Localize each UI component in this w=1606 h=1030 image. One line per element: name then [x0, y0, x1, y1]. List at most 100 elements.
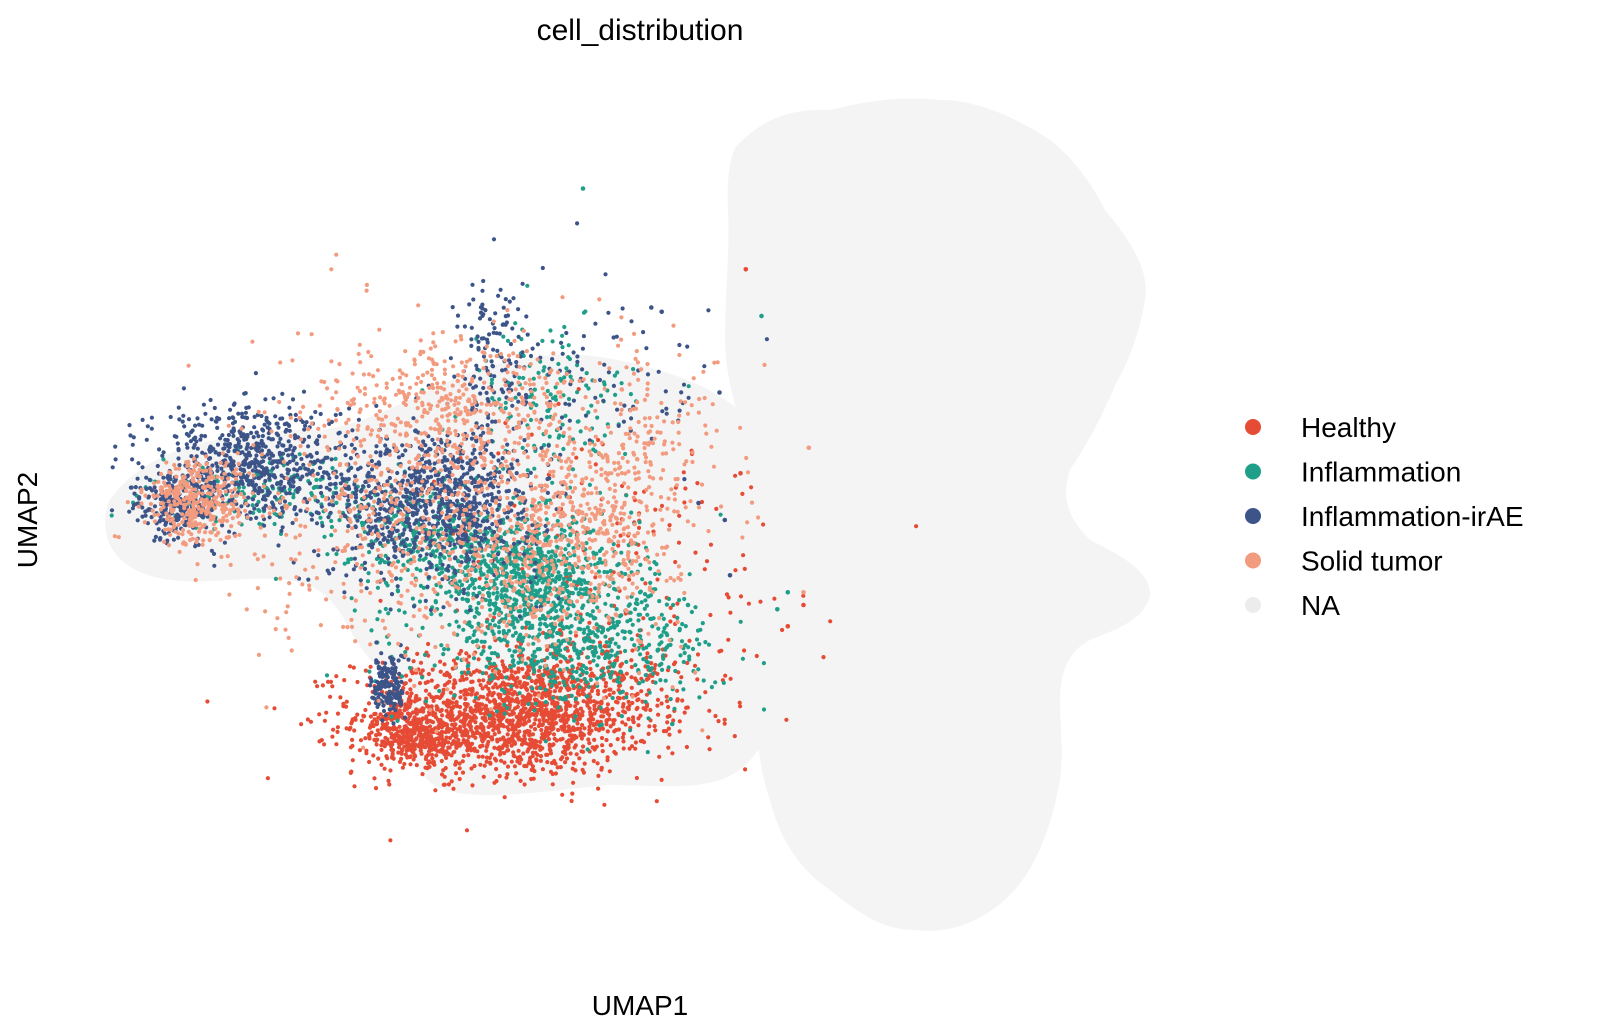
- data-point: [457, 516, 462, 521]
- data-point: [414, 519, 419, 525]
- data-point: [444, 702, 449, 708]
- data-point: [562, 324, 567, 330]
- data-point: [511, 711, 516, 716]
- data-point: [328, 482, 333, 487]
- data-point: [452, 542, 457, 547]
- data-point: [349, 721, 354, 726]
- data-point: [578, 587, 583, 592]
- data-point: [491, 485, 496, 490]
- data-point: [423, 505, 429, 510]
- data-point: [627, 577, 632, 582]
- data-point: [653, 662, 658, 668]
- data-point: [161, 457, 166, 462]
- data-point: [521, 751, 526, 756]
- data-point: [544, 415, 550, 420]
- data-point: [385, 525, 390, 530]
- data-point: [546, 633, 551, 638]
- data-point: [487, 598, 493, 603]
- data-point: [605, 702, 611, 707]
- data-point: [290, 520, 295, 526]
- data-point: [334, 500, 339, 505]
- data-point: [443, 524, 448, 529]
- data-point: [509, 697, 514, 702]
- data-point: [605, 665, 610, 670]
- data-point: [348, 456, 353, 461]
- data-point: [723, 673, 728, 678]
- data-point: [690, 646, 696, 652]
- data-point: [482, 763, 487, 768]
- data-point: [383, 443, 388, 448]
- data-point: [709, 685, 715, 690]
- data-point: [522, 737, 528, 742]
- data-point: [640, 577, 645, 582]
- data-point: [553, 535, 558, 540]
- data-point: [368, 714, 373, 719]
- data-point: [636, 525, 642, 531]
- data-point: [404, 673, 409, 678]
- data-point: [598, 705, 603, 710]
- data-point: [324, 710, 329, 715]
- data-point: [510, 653, 515, 659]
- data-point: [567, 703, 572, 708]
- data-point: [560, 333, 565, 338]
- data-point: [495, 746, 500, 751]
- data-point: [334, 742, 339, 747]
- data-point: [342, 590, 347, 595]
- data-point: [538, 685, 543, 691]
- data-point: [510, 465, 515, 471]
- data-point: [522, 681, 527, 686]
- data-point: [539, 712, 544, 717]
- data-point: [623, 451, 628, 457]
- data-point: [424, 552, 429, 557]
- data-point: [629, 658, 634, 663]
- data-point: [480, 743, 485, 748]
- data-point: [503, 400, 508, 405]
- data-point: [598, 393, 604, 398]
- data-point: [521, 706, 526, 711]
- data-point: [528, 591, 534, 596]
- data-point: [342, 678, 347, 683]
- data-point: [367, 759, 372, 765]
- data-point: [558, 653, 563, 658]
- data-point: [516, 737, 521, 742]
- data-point: [642, 592, 648, 597]
- data-point: [394, 528, 399, 534]
- data-point: [644, 655, 649, 660]
- data-point: [659, 777, 664, 783]
- data-point: [424, 566, 429, 572]
- data-point: [317, 712, 322, 717]
- data-point: [649, 666, 655, 671]
- data-point: [348, 725, 353, 730]
- data-point: [604, 722, 609, 727]
- data-point: [374, 742, 379, 747]
- data-point: [550, 549, 555, 554]
- data-point: [637, 628, 642, 633]
- data-point: [440, 562, 445, 567]
- data-point: [545, 760, 550, 765]
- data-point: [369, 467, 375, 472]
- data-point: [456, 460, 461, 465]
- data-point: [430, 509, 435, 514]
- data-point: [667, 713, 672, 719]
- data-point: [305, 717, 310, 722]
- data-point: [596, 560, 601, 566]
- data-point: [543, 693, 549, 699]
- data-point: [585, 612, 590, 617]
- data-point: [488, 476, 493, 481]
- data-point: [382, 507, 387, 512]
- data-point: [425, 752, 431, 758]
- data-point: [648, 566, 653, 571]
- data-point: [546, 443, 551, 448]
- data-point: [507, 700, 512, 705]
- data-point: [513, 649, 518, 654]
- data-point: [682, 650, 687, 656]
- data-point: [309, 517, 314, 522]
- data-point: [487, 713, 492, 718]
- data-point: [389, 592, 395, 597]
- data-point: [557, 667, 563, 672]
- data-point: [425, 475, 430, 480]
- data-point: [386, 556, 391, 561]
- data-point: [462, 692, 467, 697]
- data-point: [479, 538, 484, 543]
- data-point: [395, 470, 400, 476]
